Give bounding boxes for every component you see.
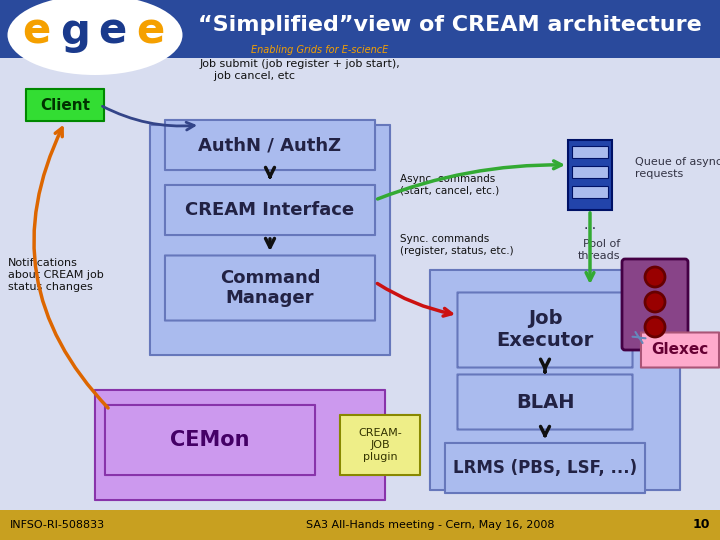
FancyBboxPatch shape xyxy=(641,333,719,368)
FancyBboxPatch shape xyxy=(150,125,390,355)
Text: INFSO-RI-508833: INFSO-RI-508833 xyxy=(10,520,105,530)
Text: Glexec: Glexec xyxy=(652,342,708,357)
FancyBboxPatch shape xyxy=(622,259,688,350)
Text: Client: Client xyxy=(40,98,90,112)
Text: Pool of
threads: Pool of threads xyxy=(577,239,620,261)
Text: ...: ... xyxy=(583,218,597,232)
Bar xyxy=(0,510,720,540)
Bar xyxy=(572,166,608,178)
Text: Job submit (job register + job start),
    job cancel, etc: Job submit (job register + job start), j… xyxy=(200,59,401,81)
Text: CREAM-
JOB
plugin: CREAM- JOB plugin xyxy=(358,428,402,462)
Text: g: g xyxy=(60,11,90,53)
FancyBboxPatch shape xyxy=(95,390,385,500)
Text: Enabling Grids for E-sciencE: Enabling Grids for E-sciencE xyxy=(251,45,389,55)
Bar xyxy=(572,186,608,198)
Circle shape xyxy=(645,317,665,337)
Text: CREAM Interface: CREAM Interface xyxy=(186,201,354,219)
FancyBboxPatch shape xyxy=(445,443,645,493)
FancyBboxPatch shape xyxy=(165,255,375,321)
FancyBboxPatch shape xyxy=(340,415,420,475)
Text: AuthN / AuthZ: AuthN / AuthZ xyxy=(199,136,341,154)
Bar xyxy=(0,0,720,58)
FancyBboxPatch shape xyxy=(568,140,612,210)
FancyBboxPatch shape xyxy=(457,293,633,368)
Text: e: e xyxy=(136,11,164,53)
Text: Command
Manager: Command Manager xyxy=(220,268,320,307)
Text: Notifications
about CREAM job
status changes: Notifications about CREAM job status cha… xyxy=(8,259,104,292)
Text: SA3 All-Hands meeting - Cern, May 16, 2008: SA3 All-Hands meeting - Cern, May 16, 20… xyxy=(306,520,554,530)
Text: “Simplified”view of CREAM architecture: “Simplified”view of CREAM architecture xyxy=(198,15,702,35)
Text: Async. commands
(start, cancel, etc.): Async. commands (start, cancel, etc.) xyxy=(400,174,499,196)
Circle shape xyxy=(645,267,665,287)
Ellipse shape xyxy=(7,0,182,75)
Text: CEMon: CEMon xyxy=(170,430,250,450)
FancyBboxPatch shape xyxy=(165,120,375,170)
FancyBboxPatch shape xyxy=(26,89,104,121)
FancyBboxPatch shape xyxy=(430,270,680,490)
Circle shape xyxy=(645,292,665,312)
FancyBboxPatch shape xyxy=(457,374,633,429)
Text: BLAH: BLAH xyxy=(516,393,575,411)
Text: LRMS (PBS, LSF, ...): LRMS (PBS, LSF, ...) xyxy=(453,459,637,477)
FancyBboxPatch shape xyxy=(165,185,375,235)
Text: Sync. commands
(register, status, etc.): Sync. commands (register, status, etc.) xyxy=(400,234,513,256)
Text: Queue of async
requests: Queue of async requests xyxy=(635,157,720,179)
FancyBboxPatch shape xyxy=(105,405,315,475)
Text: 10: 10 xyxy=(693,518,710,531)
Bar xyxy=(572,146,608,158)
Text: e: e xyxy=(22,11,50,53)
Text: Job
Executor: Job Executor xyxy=(496,309,593,350)
Text: e: e xyxy=(98,11,126,53)
